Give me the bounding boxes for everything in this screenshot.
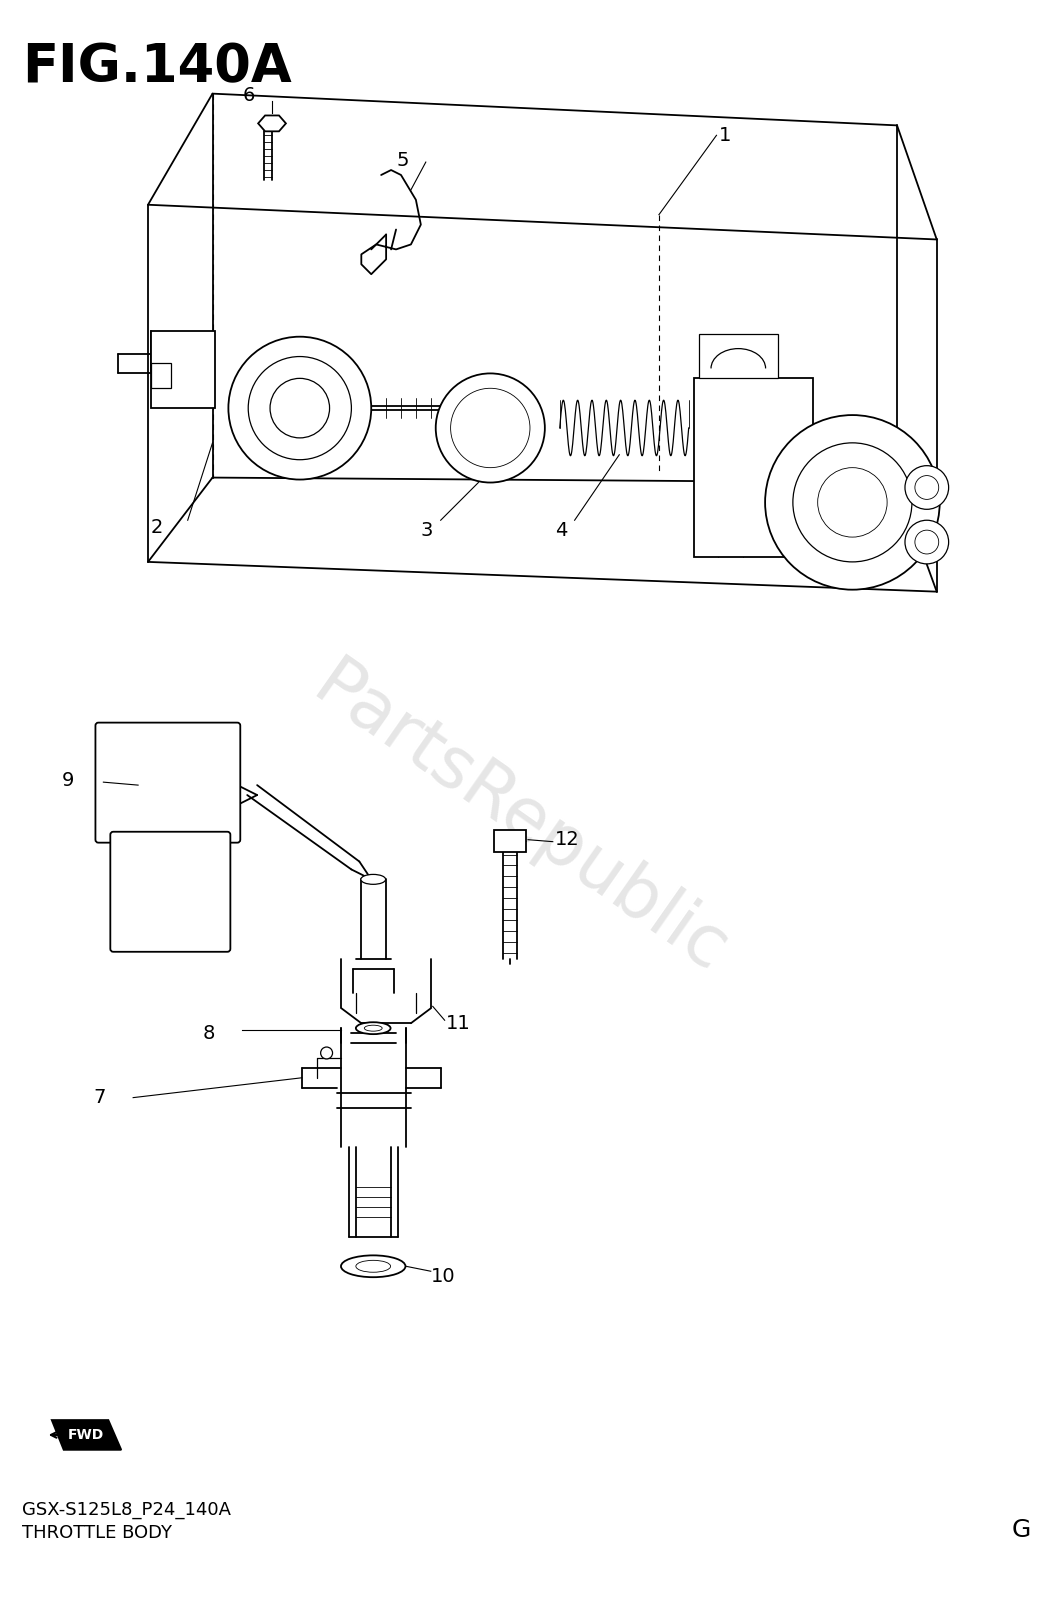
Bar	[698, 334, 778, 378]
Text: G: G	[1012, 1518, 1031, 1542]
Bar	[151, 363, 171, 389]
Circle shape	[915, 475, 938, 499]
Text: 1: 1	[718, 126, 731, 146]
Text: 9: 9	[62, 771, 74, 790]
Circle shape	[905, 466, 949, 509]
Bar	[694, 378, 813, 557]
Circle shape	[818, 467, 887, 538]
Circle shape	[229, 336, 372, 480]
Polygon shape	[258, 115, 286, 131]
Text: 11: 11	[445, 1014, 471, 1032]
FancyBboxPatch shape	[111, 832, 231, 952]
Circle shape	[270, 378, 330, 438]
Ellipse shape	[341, 1256, 405, 1277]
Bar	[151, 331, 216, 408]
Text: FWD: FWD	[67, 1427, 103, 1442]
Circle shape	[436, 373, 544, 483]
Text: 10: 10	[431, 1267, 455, 1286]
Circle shape	[321, 1046, 333, 1059]
Text: 5: 5	[396, 150, 409, 170]
Text: 6: 6	[242, 86, 255, 106]
Bar	[494, 830, 526, 851]
Circle shape	[905, 520, 949, 563]
Circle shape	[793, 443, 912, 562]
Ellipse shape	[356, 1022, 391, 1034]
Text: 7: 7	[94, 1088, 106, 1107]
Polygon shape	[52, 1421, 121, 1450]
Ellipse shape	[356, 1261, 391, 1272]
Circle shape	[766, 414, 939, 590]
Text: 2: 2	[151, 518, 163, 536]
Circle shape	[915, 530, 938, 554]
Ellipse shape	[364, 1026, 382, 1030]
Text: 3: 3	[421, 520, 433, 539]
Text: FIG.140A: FIG.140A	[22, 42, 292, 93]
Text: 4: 4	[555, 520, 568, 539]
Circle shape	[249, 357, 352, 459]
FancyBboxPatch shape	[96, 723, 240, 843]
Ellipse shape	[361, 875, 385, 885]
Text: 12: 12	[555, 830, 579, 850]
Text: PartsRepublic: PartsRepublic	[300, 651, 740, 989]
Text: THROTTLE BODY: THROTTLE BODY	[22, 1525, 172, 1542]
Text: 8: 8	[202, 1024, 215, 1043]
Text: GSX-S125L8_P24_140A: GSX-S125L8_P24_140A	[22, 1501, 231, 1520]
Circle shape	[451, 389, 530, 467]
